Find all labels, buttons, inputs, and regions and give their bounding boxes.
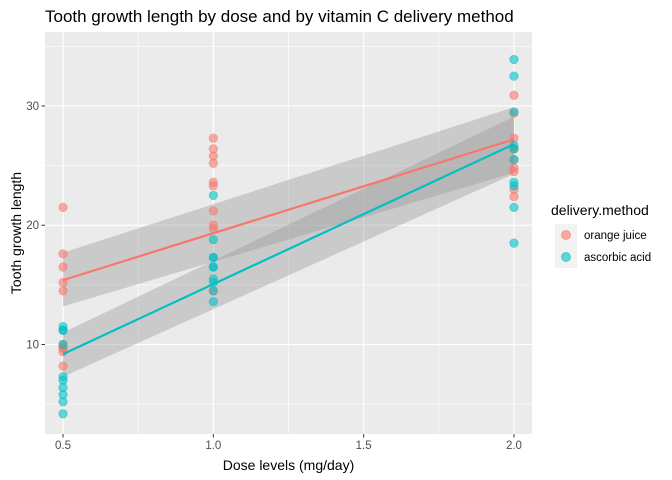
legend-label-orange-juice: orange juice <box>584 230 647 242</box>
legend-title: delivery.method <box>551 202 649 218</box>
legend-key-ascorbic-acid <box>561 252 571 262</box>
confidence-bands <box>63 107 514 377</box>
data-point-1 <box>58 397 68 407</box>
data-point-0 <box>208 151 218 161</box>
data-point-1 <box>58 339 68 350</box>
fit-line-0 <box>62 138 515 282</box>
data-point-1 <box>208 262 218 272</box>
x-tick-label: 1.0 <box>205 440 221 452</box>
data-point-0 <box>208 133 218 143</box>
y-tick-label: 20 <box>26 220 39 232</box>
data-point-1 <box>509 155 519 165</box>
data-point-0 <box>58 286 68 296</box>
x-axis-title: Dose levels (mg/day) <box>223 457 355 473</box>
data-point-0 <box>208 206 218 216</box>
data-point-1 <box>208 286 218 296</box>
data-point-0 <box>208 177 218 187</box>
x-tick-label: 1.5 <box>356 440 372 452</box>
fit-line-1 <box>62 143 515 356</box>
data-point-1 <box>509 54 519 65</box>
chart-title: Tooth growth length by dose and by vitam… <box>45 7 514 26</box>
data-point-1 <box>208 296 218 307</box>
y-tick-label: 30 <box>26 101 39 113</box>
axes: 0.5 1.0 1.5 2.0 10 20 30 <box>26 101 522 452</box>
data-point-0 <box>58 262 68 272</box>
y-tick-label: 10 <box>26 340 39 352</box>
x-tick-label: 2.0 <box>506 440 522 452</box>
legend-label-ascorbic-acid: ascorbic acid <box>584 252 651 264</box>
data-point-1 <box>208 252 218 263</box>
data-point-1 <box>208 234 218 245</box>
data-point-0 <box>58 361 68 371</box>
y-axis-title: Tooth growth length <box>8 172 24 294</box>
data-point-0 <box>208 220 218 230</box>
data-point-1 <box>509 181 519 191</box>
data-point-1 <box>509 238 519 248</box>
data-point-0 <box>509 163 519 173</box>
fit-lines <box>62 138 515 356</box>
data-point-1 <box>58 375 68 385</box>
data-point-1 <box>208 190 218 201</box>
confidence-band-1 <box>63 116 514 377</box>
data-point-1 <box>509 71 519 81</box>
data-point-0 <box>58 249 68 259</box>
data-point-1 <box>509 202 519 212</box>
x-tick-label: 0.5 <box>55 440 71 452</box>
data-point-1 <box>509 107 519 117</box>
legend: delivery.method orange juice ascorbic ac… <box>551 202 651 268</box>
confidence-band-0 <box>63 107 514 307</box>
data-point-1 <box>58 325 68 335</box>
legend-key-orange-juice <box>561 230 571 240</box>
data-point-0 <box>58 202 68 212</box>
data-points <box>58 54 519 419</box>
data-point-0 <box>509 90 519 100</box>
data-point-1 <box>58 409 68 419</box>
